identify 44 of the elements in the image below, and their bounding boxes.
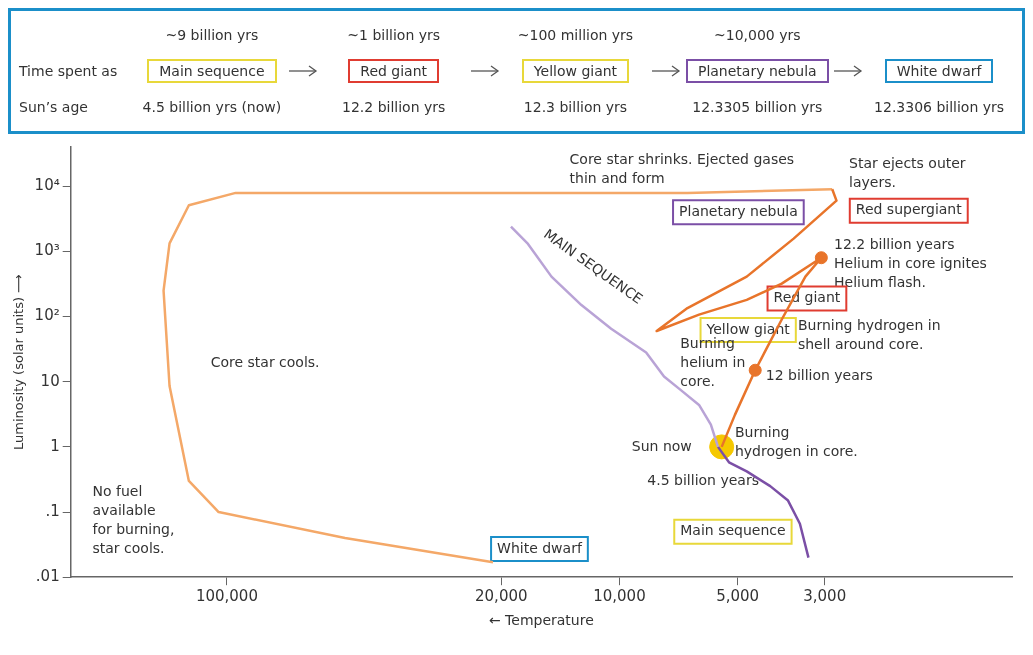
- x-tick-label: 100,000: [195, 587, 258, 606]
- annotation: Main sequence: [680, 522, 786, 539]
- x-tick-label: 3,000: [803, 587, 847, 606]
- annotation: Core star shrinks. Ejected gases thin and form: [569, 150, 795, 186]
- text: Sun’s age: [19, 99, 88, 115]
- category-label: Main sequence: [147, 59, 277, 83]
- x-axis-title: ← Temperature: [488, 612, 594, 629]
- text: ~10,000 yrs: [714, 27, 801, 43]
- annotation: Planetary nebula: [679, 202, 798, 219]
- y-tick-label: 1: [50, 436, 60, 455]
- x-tick-label: 10,000: [593, 587, 646, 606]
- y-tick-label: 10⁴: [34, 176, 60, 195]
- annotation: Red supergiant: [855, 201, 963, 218]
- text: ~9 billion yrs: [165, 27, 259, 43]
- annotation: White dwarf: [497, 539, 583, 556]
- y-tick-label: 10³: [34, 241, 60, 260]
- annotation: Burning hydrogen in core.: [734, 424, 858, 460]
- text: Time spent as: [19, 63, 118, 79]
- x-tick-label: 5,000: [716, 587, 760, 606]
- category-label: Red giant: [348, 59, 440, 83]
- annotation: Burning hydrogen in shell around core.: [797, 316, 941, 352]
- category-label: Planetary nebula: [685, 59, 829, 83]
- y-tick-label: .1: [45, 501, 60, 520]
- annotation: Star ejects outer layers.: [849, 154, 966, 190]
- annotation: No fuel available for burning, star cools.: [92, 483, 175, 557]
- annotation: Sun now: [631, 437, 692, 454]
- category-label: Yellow giant: [521, 59, 630, 83]
- category-label: White dwarf: [884, 59, 994, 83]
- annotation: 4.5 billion years: [647, 471, 759, 488]
- text: 12.3 billion yrs: [523, 99, 628, 115]
- annotation: Core star cools.: [210, 354, 320, 371]
- text: 4.5 billion yrs (now): [142, 99, 282, 115]
- y-axis-title: Luminosity (solar units) ⟶: [11, 274, 27, 450]
- x-tick-label: 20,000: [475, 587, 528, 606]
- text: 12.3305 billion yrs: [692, 99, 823, 115]
- y-tick-label: 10: [40, 371, 60, 390]
- annotation: 12 billion years: [765, 367, 873, 384]
- text: ~100 million yrs: [517, 27, 634, 43]
- text: 12.3306 billion yrs: [874, 99, 1005, 115]
- text: ~1 billion yrs: [347, 27, 441, 43]
- y-tick-label: .01: [35, 567, 60, 586]
- y-tick-label: 10²: [34, 306, 60, 325]
- text: 12.2 billion yrs: [342, 99, 446, 115]
- annotation: 12.2 billion years Helium in core ignites Helium flash.: [834, 235, 987, 290]
